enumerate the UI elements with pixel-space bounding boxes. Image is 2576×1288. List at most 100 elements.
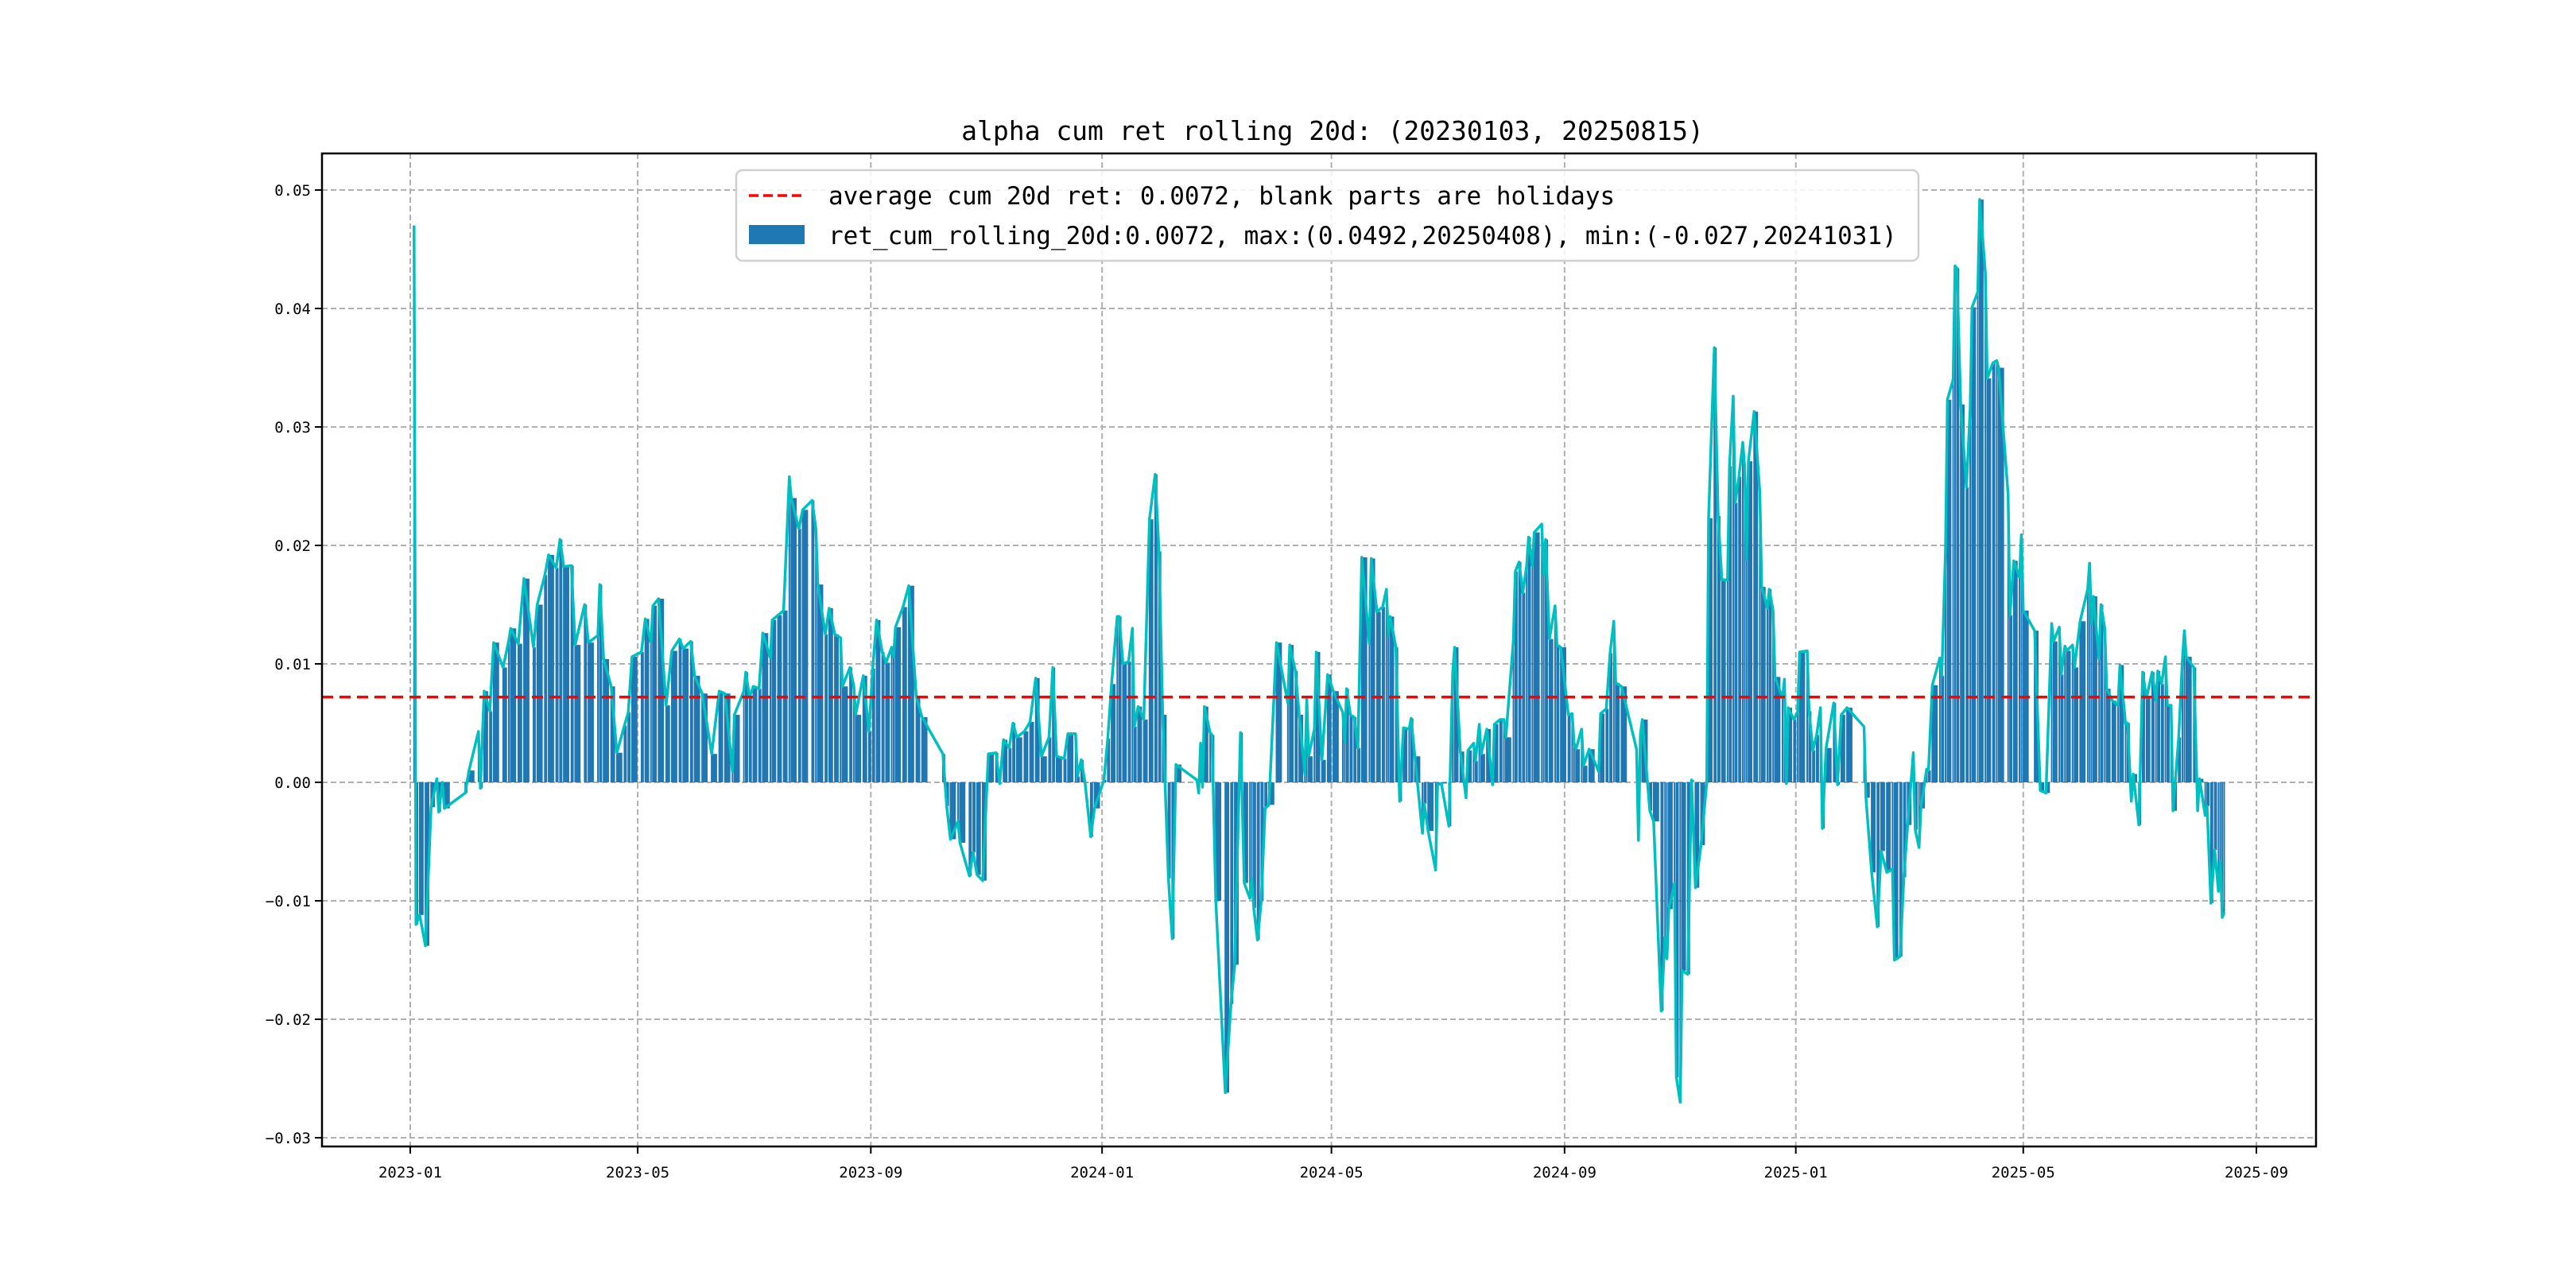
bar (1349, 715, 1353, 782)
bar (1313, 728, 1316, 782)
bar (1215, 782, 1222, 901)
bar (915, 696, 921, 782)
bar (1224, 782, 1230, 1093)
bar (1230, 782, 1234, 1004)
bar (650, 642, 652, 782)
bar (1252, 782, 1256, 908)
bar (1681, 782, 1686, 971)
series-line (413, 198, 2226, 1104)
bar (599, 584, 603, 782)
bar (852, 686, 855, 782)
bar (1275, 642, 1282, 782)
bar (1360, 557, 1368, 782)
bar (777, 615, 782, 782)
bar (1294, 670, 1298, 782)
bar (1111, 684, 1115, 782)
bar (1954, 266, 1956, 782)
bar (548, 554, 554, 782)
bar (1965, 487, 1969, 782)
bar (1304, 774, 1306, 782)
bar (1978, 199, 1984, 783)
bar (1741, 442, 1744, 782)
bar (894, 627, 902, 782)
plot-frame (320, 152, 2318, 1148)
bar (1891, 782, 1894, 869)
x-tick-label: 2024-01 (1070, 1164, 1134, 1181)
bar (745, 672, 748, 782)
bar (1588, 749, 1595, 782)
bar (724, 693, 731, 782)
bar (1408, 728, 1410, 782)
bar (1759, 491, 1761, 782)
bar (2178, 737, 2182, 782)
bar (2039, 782, 2045, 791)
bar (1158, 551, 1162, 782)
bar (1522, 592, 1526, 782)
bar (1554, 605, 1556, 782)
bar (1815, 735, 1819, 782)
bar (1797, 711, 1799, 782)
bar (2105, 689, 2111, 782)
bar (2019, 577, 2021, 782)
bar (1899, 782, 1903, 957)
bar (489, 711, 493, 782)
bar (1886, 782, 1891, 873)
bar (1493, 724, 1499, 782)
bar (1556, 645, 1560, 782)
bar (1063, 758, 1067, 782)
bar (867, 731, 871, 782)
bar (1518, 561, 1522, 782)
bar (588, 642, 594, 782)
bar (2066, 650, 2071, 782)
bar (2219, 782, 2221, 862)
bar (2119, 665, 2124, 782)
x-tick-label: 2023-05 (606, 1164, 669, 1181)
bar (502, 667, 507, 782)
bar (1427, 782, 1434, 832)
bar (1012, 723, 1016, 782)
bar (1575, 749, 1581, 782)
bar (968, 782, 972, 876)
bar (2093, 596, 2097, 782)
bar (1772, 610, 1775, 782)
bar (2221, 782, 2224, 918)
bar (840, 638, 842, 782)
bar (1997, 367, 2004, 782)
bar (875, 619, 881, 782)
bar (2050, 623, 2053, 782)
bar (2079, 621, 2086, 782)
bar (570, 565, 574, 782)
bar (1649, 782, 1653, 811)
bar (748, 696, 752, 782)
bar (902, 607, 907, 782)
bar (1175, 764, 1182, 782)
bar (1793, 720, 1797, 782)
bar (678, 638, 682, 782)
bar (682, 648, 689, 782)
bar (1542, 573, 1545, 782)
bar (1748, 461, 1753, 782)
bar (1387, 635, 1390, 782)
bar (630, 657, 638, 782)
bar (1154, 474, 1158, 782)
bar (1798, 652, 1806, 782)
chart-title: alpha cum ret rolling 20d: (20230103, 20… (961, 115, 1704, 146)
bar (1143, 720, 1148, 782)
bar (1118, 616, 1122, 782)
bar (1782, 698, 1784, 782)
x-tick-label: 2025-01 (1764, 1164, 1828, 1181)
bar (1787, 708, 1793, 782)
bar (1402, 727, 1408, 782)
bar (1256, 782, 1260, 941)
bar (1048, 737, 1052, 782)
bar (1116, 616, 1119, 782)
bar (1531, 565, 1534, 782)
bar (665, 705, 670, 782)
bar (1960, 404, 1965, 782)
bar (1344, 742, 1346, 782)
bar (1440, 782, 1447, 784)
bar (1137, 706, 1143, 782)
bar (1249, 782, 1251, 899)
bar (892, 657, 894, 782)
bar (1620, 686, 1627, 782)
